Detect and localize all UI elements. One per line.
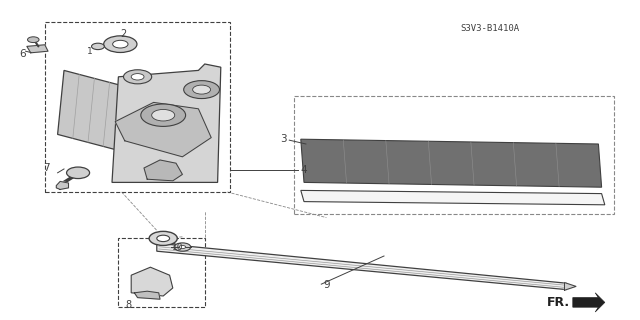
- Circle shape: [92, 43, 104, 50]
- Polygon shape: [58, 70, 125, 150]
- Circle shape: [67, 167, 90, 179]
- Circle shape: [152, 109, 175, 121]
- Text: 4: 4: [301, 164, 307, 175]
- Text: 10: 10: [172, 243, 183, 252]
- Polygon shape: [112, 64, 221, 182]
- Bar: [294, 96, 614, 214]
- Polygon shape: [115, 102, 211, 157]
- Circle shape: [141, 104, 186, 126]
- Polygon shape: [56, 181, 68, 189]
- Text: 2: 2: [120, 28, 126, 39]
- Polygon shape: [301, 139, 602, 187]
- Text: 6: 6: [19, 49, 26, 60]
- Circle shape: [28, 37, 39, 43]
- Bar: [45, 22, 230, 192]
- Circle shape: [131, 74, 144, 80]
- Polygon shape: [144, 160, 182, 181]
- Text: 3: 3: [280, 134, 287, 144]
- Circle shape: [104, 36, 137, 52]
- Polygon shape: [131, 267, 173, 296]
- Polygon shape: [301, 190, 605, 205]
- Circle shape: [124, 70, 152, 84]
- Text: 1: 1: [87, 47, 93, 56]
- Text: S3V3-B1410A: S3V3-B1410A: [461, 24, 520, 33]
- Circle shape: [179, 245, 186, 249]
- Polygon shape: [564, 283, 576, 290]
- Text: 9: 9: [323, 280, 330, 291]
- Polygon shape: [157, 243, 566, 290]
- Polygon shape: [573, 293, 605, 312]
- Polygon shape: [27, 45, 48, 53]
- Bar: [118, 238, 205, 307]
- Circle shape: [174, 243, 191, 251]
- Text: FR.: FR.: [547, 296, 570, 309]
- Circle shape: [157, 235, 170, 242]
- Circle shape: [193, 85, 211, 94]
- Circle shape: [184, 81, 220, 99]
- Text: 7: 7: [44, 163, 50, 173]
- Text: 8: 8: [125, 300, 132, 310]
- Circle shape: [149, 231, 177, 245]
- Polygon shape: [134, 291, 160, 299]
- Circle shape: [113, 40, 128, 48]
